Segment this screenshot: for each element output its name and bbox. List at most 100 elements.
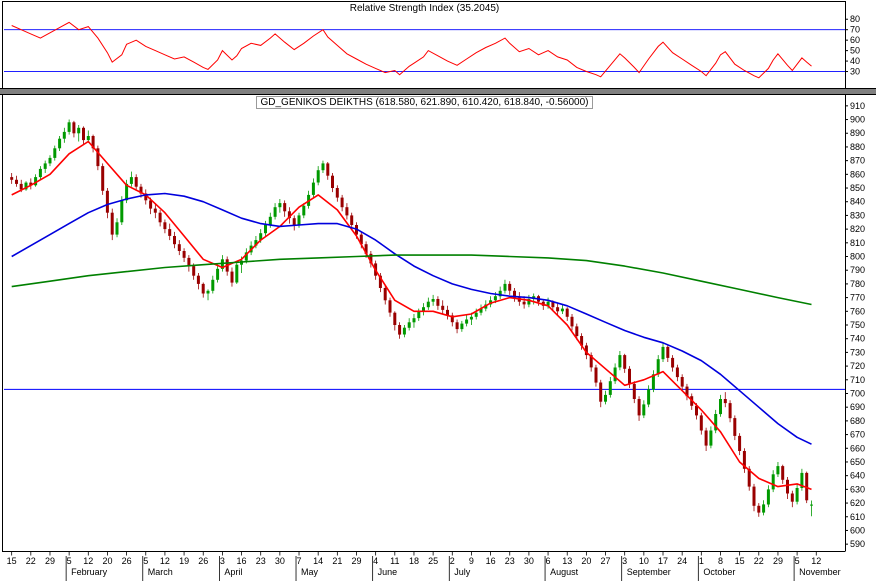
candle-body	[244, 252, 248, 261]
candle-body	[766, 489, 770, 505]
candle-body	[378, 275, 382, 288]
candle-body	[704, 430, 708, 446]
date-tick-label: 3	[220, 556, 225, 566]
price-axis-label: 890	[850, 128, 865, 138]
candle-body	[714, 414, 718, 431]
candle-body	[441, 305, 445, 310]
price-axis-label: 610	[850, 512, 865, 522]
candle-body	[450, 315, 454, 323]
price-axis-label: 590	[850, 539, 865, 549]
candle-body	[738, 435, 742, 451]
candle-body	[742, 451, 746, 469]
candle-body	[589, 355, 593, 368]
candle-body	[623, 355, 627, 369]
price-axis-label: 740	[850, 334, 865, 344]
panel-divider[interactable]	[0, 88, 876, 95]
price-axis-label: 620	[850, 498, 865, 508]
candle-body	[781, 466, 785, 480]
price-axis-label: 690	[850, 402, 865, 412]
candle-body	[551, 301, 555, 308]
rsi-axis-label: 80	[850, 14, 860, 24]
price-axis-label: 900	[850, 115, 865, 125]
candle-body	[125, 183, 129, 201]
date-tick-label: 12	[811, 556, 821, 566]
candle-body	[302, 205, 306, 216]
candle-body	[101, 166, 105, 191]
date-tick-label: 3	[622, 556, 627, 566]
date-tick-label: 15	[7, 556, 17, 566]
month-label: May	[301, 567, 319, 577]
date-tick-label: 26	[198, 556, 208, 566]
candle-body	[685, 386, 689, 397]
price-axis-label: 840	[850, 197, 865, 207]
candle-body	[628, 368, 631, 384]
candle-body	[790, 493, 794, 502]
candle-body	[699, 415, 703, 431]
date-tick-label: 29	[45, 556, 55, 566]
candle-body	[431, 299, 435, 302]
candle-body	[632, 383, 636, 399]
price-axis-label: 670	[850, 430, 865, 440]
candle-body	[268, 216, 272, 225]
date-tick-label: 14	[313, 556, 323, 566]
candle-body	[316, 170, 320, 183]
date-tick-label: 15	[735, 556, 745, 566]
candle-body	[254, 240, 258, 246]
price-axis-label: 720	[850, 361, 865, 371]
candle-body	[647, 389, 651, 405]
candle-body	[91, 136, 95, 149]
date-tick-label: 16	[237, 556, 247, 566]
candle-body	[469, 316, 473, 320]
candle-body	[465, 319, 469, 324]
month-label: August	[550, 567, 579, 577]
candle-body	[120, 200, 124, 223]
candle-body	[651, 374, 655, 390]
price-axis-label: 630	[850, 484, 865, 494]
price-axis-label: 780	[850, 279, 865, 289]
candle-body	[613, 367, 617, 382]
month-label: November	[799, 567, 841, 577]
candle-body	[29, 182, 33, 186]
month-label: September	[627, 567, 671, 577]
candle-body	[661, 346, 665, 360]
price-axis-label: 770	[850, 293, 865, 303]
month-label: July	[454, 567, 471, 577]
date-tick-label: 19	[179, 556, 189, 566]
candle-body	[398, 325, 402, 335]
candle-body	[422, 307, 425, 312]
price-axis-label: 700	[850, 388, 865, 398]
candle-body	[149, 200, 153, 209]
candle-body	[96, 148, 100, 167]
price-axis-label: 820	[850, 224, 865, 234]
candle-body	[168, 229, 172, 236]
date-tick-label: 18	[409, 556, 419, 566]
price-axis-label: 760	[850, 306, 865, 316]
date-tick-label: 29	[351, 556, 361, 566]
candle-body	[110, 212, 114, 235]
candle-body	[508, 283, 512, 291]
candle-body	[230, 271, 234, 283]
candle-body	[235, 264, 239, 283]
candle-body	[570, 316, 574, 327]
date-tick-label: 7	[297, 556, 302, 566]
candle-body	[273, 207, 277, 217]
candle-body	[10, 177, 14, 180]
price-axis-label: 680	[850, 416, 865, 426]
candle-body	[412, 318, 416, 323]
candle-body	[560, 308, 564, 312]
candle-body	[618, 355, 622, 368]
candle-body	[810, 504, 813, 506]
candle-body	[805, 472, 809, 501]
candle-body	[474, 312, 478, 317]
month-label: February	[71, 567, 108, 577]
candlesticks	[10, 119, 813, 517]
date-tick-label: 1	[699, 556, 704, 566]
candle-body	[86, 136, 90, 141]
rsi-axis-label: 30	[850, 67, 860, 77]
candle-body	[177, 244, 181, 251]
price-axis-label: 880	[850, 142, 865, 152]
price-plot-area[interactable]: 5906006106206306406506606706806907007107…	[0, 95, 876, 583]
candle-body	[201, 283, 205, 294]
